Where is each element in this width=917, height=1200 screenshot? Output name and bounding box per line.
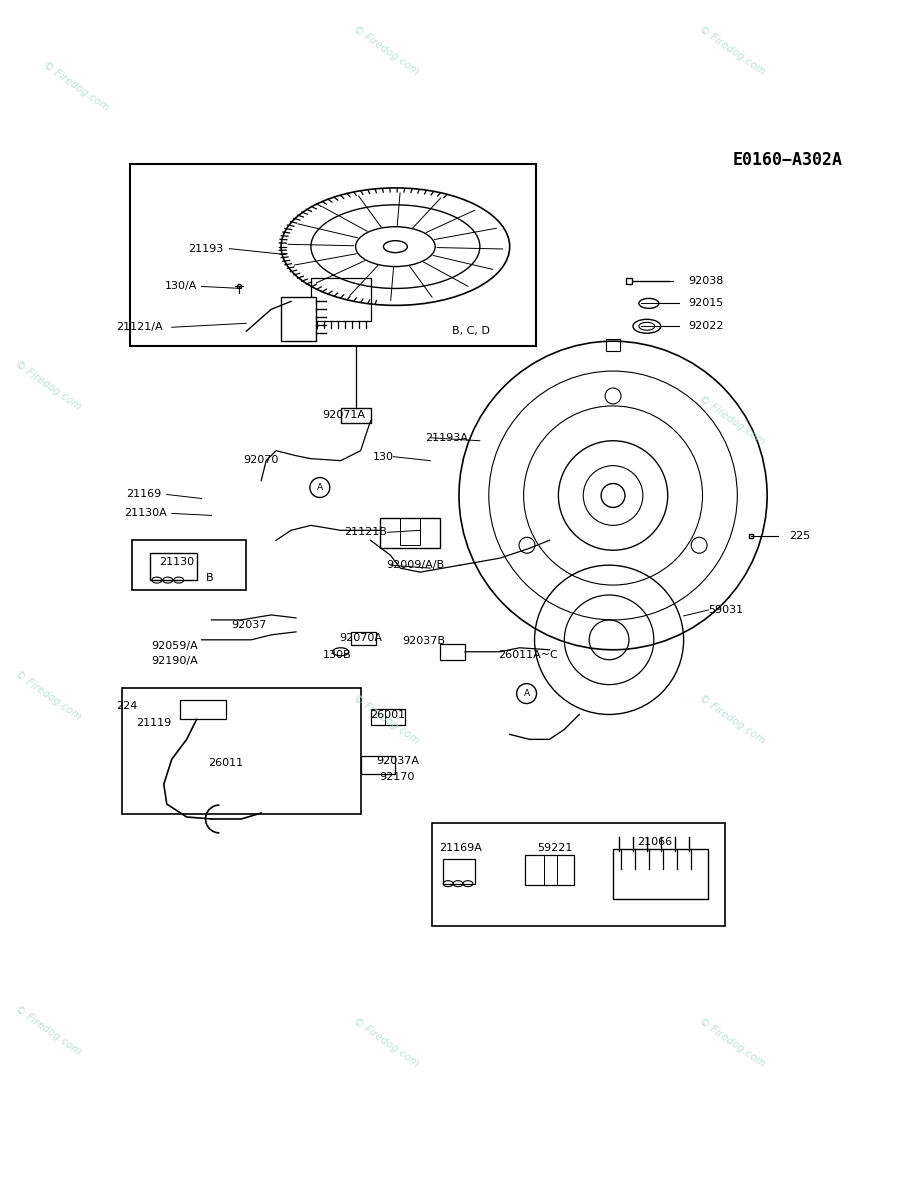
Text: 21066: 21066 xyxy=(637,836,672,847)
Bar xyxy=(282,298,315,341)
Bar xyxy=(525,854,574,884)
Text: © Firedog.com: © Firedog.com xyxy=(350,24,421,77)
Text: 92037A: 92037A xyxy=(376,756,419,767)
Bar xyxy=(341,408,370,422)
Text: 21130: 21130 xyxy=(160,557,194,568)
Text: 26001: 26001 xyxy=(370,710,405,720)
Text: 26011: 26011 xyxy=(208,758,243,768)
Text: © Firedog.com: © Firedog.com xyxy=(697,692,767,746)
Text: 224: 224 xyxy=(116,701,138,710)
Bar xyxy=(385,709,405,726)
Text: B: B xyxy=(205,574,214,583)
Text: 21130A: 21130A xyxy=(124,509,167,518)
Bar xyxy=(440,643,465,660)
Text: © Firedog.com: © Firedog.com xyxy=(697,1015,767,1068)
Bar xyxy=(432,823,725,926)
Bar xyxy=(370,709,405,726)
Bar xyxy=(130,164,536,346)
Bar xyxy=(381,518,440,548)
Text: © Firedog.com: © Firedog.com xyxy=(40,60,111,113)
Bar xyxy=(613,848,709,899)
Bar xyxy=(132,540,247,590)
Text: © Firedog.com: © Firedog.com xyxy=(14,359,83,412)
Text: 21121B: 21121B xyxy=(345,527,388,538)
Text: 92170: 92170 xyxy=(380,772,415,782)
Ellipse shape xyxy=(516,684,536,703)
Text: A: A xyxy=(316,484,323,492)
Text: 92009/A/B: 92009/A/B xyxy=(386,560,445,570)
Text: 21121/A: 21121/A xyxy=(116,323,163,332)
Text: 92190/A: 92190/A xyxy=(150,655,197,666)
Text: 59221: 59221 xyxy=(536,842,572,853)
Text: 21193A: 21193A xyxy=(425,433,468,443)
Text: 92037: 92037 xyxy=(231,620,266,630)
Text: 92059/A: 92059/A xyxy=(150,641,197,650)
Ellipse shape xyxy=(602,484,625,508)
Text: 92015: 92015 xyxy=(689,299,724,308)
Text: © Firedog.com: © Firedog.com xyxy=(697,395,767,448)
Text: 21169A: 21169A xyxy=(439,842,482,853)
Bar xyxy=(606,340,620,352)
Bar xyxy=(443,859,475,883)
Text: © Firedog.com: © Firedog.com xyxy=(350,692,421,746)
Text: 92071A: 92071A xyxy=(322,410,365,420)
Text: 26011A~C: 26011A~C xyxy=(498,649,558,660)
Text: 92022: 92022 xyxy=(689,322,724,331)
Text: B, C, D: B, C, D xyxy=(452,326,490,336)
Text: © Firedog.com: © Firedog.com xyxy=(14,670,83,722)
Bar xyxy=(149,553,196,580)
Text: 130/A: 130/A xyxy=(165,282,197,292)
Text: 21169: 21169 xyxy=(127,490,161,499)
Text: © Firedog.com: © Firedog.com xyxy=(14,1003,83,1056)
Text: E0160−A302A: E0160−A302A xyxy=(733,151,843,169)
Bar xyxy=(180,700,226,720)
Bar xyxy=(350,632,375,644)
Text: © Firedog.com: © Firedog.com xyxy=(350,1015,421,1068)
Text: A: A xyxy=(524,689,530,698)
Text: 225: 225 xyxy=(789,532,811,541)
Text: 21193: 21193 xyxy=(188,244,224,253)
Text: 92037B: 92037B xyxy=(403,636,446,646)
Bar xyxy=(401,518,420,545)
Text: © Firedog.com: © Firedog.com xyxy=(697,24,767,77)
Text: 92070A: 92070A xyxy=(339,632,382,643)
Bar xyxy=(360,756,395,774)
Ellipse shape xyxy=(310,478,330,498)
Text: 130B: 130B xyxy=(323,649,351,660)
Text: 130: 130 xyxy=(372,451,393,462)
Text: 92070: 92070 xyxy=(244,455,279,464)
Bar xyxy=(122,688,360,814)
Text: 59031: 59031 xyxy=(709,605,744,614)
Bar xyxy=(311,278,370,322)
Text: 92038: 92038 xyxy=(689,276,724,287)
Text: 21119: 21119 xyxy=(137,719,171,728)
